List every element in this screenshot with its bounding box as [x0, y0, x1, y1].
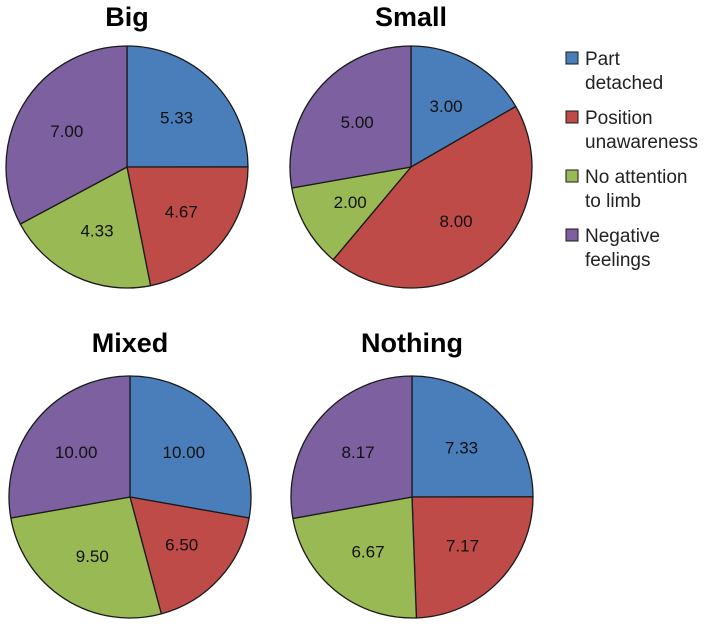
legend-label: feelings [585, 250, 651, 271]
chart-title: Nothing [361, 328, 463, 358]
pie-slice-part-detached [410, 45, 517, 168]
legend-label: detached [585, 73, 663, 94]
pie-slice-part-detached [129, 375, 252, 519]
slice-value-label: 4.33 [80, 221, 113, 240]
pie-slice-part-detached [126, 45, 249, 168]
legend-item-part-detached: Part detached [565, 49, 663, 94]
legend-label: Position [585, 108, 653, 129]
pie-slice-no-attention-to-limb [292, 496, 418, 619]
legend-label: Part [585, 49, 621, 70]
pie-slice-negative-feelings [289, 45, 412, 189]
slice-value-label: 3.00 [430, 97, 463, 116]
pie-slice-no-attention-to-limb [291, 166, 412, 261]
legend: Part detached Position unawareness No attent… [565, 49, 698, 271]
slice-value-label: 7.00 [50, 122, 83, 141]
legend-item-no-attention-to-limb: No attention to limb [565, 167, 687, 212]
pie-slice-no-attention-to-limb [10, 496, 162, 619]
legend-label: to limb [585, 191, 641, 212]
slice-value-label: 9.50 [76, 547, 109, 566]
slice-value-label: 10.00 [163, 443, 206, 462]
legend-swatch [565, 51, 579, 65]
slice-value-label: 8.00 [440, 212, 473, 231]
slice-value-label: 2.00 [334, 193, 367, 212]
legend-label: No attention [585, 167, 687, 188]
slice-value-label: 5.33 [160, 108, 193, 127]
slice-value-label: 5.00 [341, 113, 374, 132]
legend-label: unawareness [585, 132, 698, 153]
pie-chart-small: Small 3.00 8.00 2.00 5.00 [289, 2, 533, 289]
slice-value-label: 6.50 [165, 535, 198, 554]
pie-slice-negative-feelings [290, 375, 413, 520]
slice-value-label: 4.67 [165, 203, 198, 222]
pie-slice-negative-feelings [5, 45, 128, 225]
pie-grid: Big 5.33 4.67 4.33 7.00 Small 3.00 8.00 2.00 5.00… [5, 2, 534, 619]
pie-slice-negative-feelings [8, 375, 131, 519]
legend-swatch [565, 228, 579, 242]
legend-item-position-unawareness: Position unawareness [565, 108, 698, 153]
pie-chart-nothing: Nothing 7.33 7.17 6.67 8.17 [290, 328, 534, 619]
chart-title: Big [105, 2, 149, 32]
slice-value-label: 6.67 [351, 543, 384, 562]
pie-slice-position-unawareness [332, 105, 533, 289]
chart-title: Small [375, 2, 447, 32]
pie-slice-position-unawareness [129, 496, 250, 615]
legend-label: Negative [585, 226, 660, 247]
pie-slice-no-attention-to-limb [19, 166, 152, 289]
legend-swatch [565, 110, 579, 124]
slice-value-label: 10.00 [55, 443, 98, 462]
legend-item-negative-feelings: Negative feelings [565, 226, 660, 271]
pie-chart-mixed: Mixed 10.00 6.50 9.50 10.00 [8, 328, 252, 619]
slice-value-label: 7.33 [445, 438, 478, 457]
pie-chart-big: Big 5.33 4.67 4.33 7.00 [5, 2, 249, 289]
pie-slice-position-unawareness [126, 166, 249, 287]
pie-slice-part-detached [411, 375, 534, 498]
legend-swatch [565, 169, 579, 183]
chart-title: Mixed [92, 328, 169, 358]
pie-slice-position-unawareness [411, 496, 534, 619]
slice-value-label: 7.17 [446, 537, 479, 556]
slice-value-label: 8.17 [342, 443, 375, 462]
